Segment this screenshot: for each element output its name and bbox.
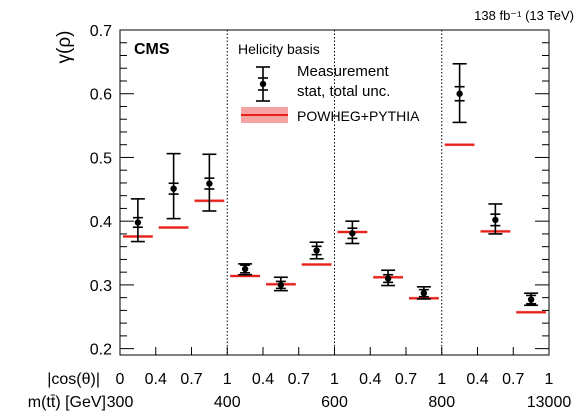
y-tick-label: 0.5	[90, 150, 112, 167]
measurement-point	[238, 263, 253, 276]
measurement-point	[416, 286, 431, 300]
y-tick-label: 0.6	[90, 87, 112, 104]
x-cos-tick-label: 0.7	[502, 371, 524, 388]
lumi-label: 138 fb⁻¹ (13 TeV)	[474, 8, 574, 23]
measurement-point	[345, 220, 360, 245]
measurement-point	[524, 292, 539, 307]
measurement-point	[488, 203, 503, 235]
measurement-marker	[170, 185, 177, 192]
x-axis-label-mass: m(tt̄) [GeV]	[28, 394, 106, 411]
x-cos-tick-label: 1	[223, 371, 232, 388]
x-cos-tick-label: 0.4	[359, 371, 381, 388]
x-cos-tick-label: 0.7	[395, 371, 417, 388]
legend: Helicity basis Measurement stat, total u…	[238, 41, 420, 124]
x-mass-tick-label: 400	[214, 394, 241, 411]
measurement-point	[166, 152, 181, 220]
legend-unc-label: stat, total unc.	[297, 83, 390, 100]
x-cos-tick-label: 0.4	[145, 371, 167, 388]
measurement-points	[130, 62, 539, 307]
x-mass-tick-label: 600	[321, 394, 348, 411]
measurement-point	[202, 153, 217, 212]
measurement-marker	[456, 90, 463, 97]
y-tick-label: 0.7	[90, 23, 112, 40]
measurement-point	[130, 198, 145, 243]
x-cos-tick-label: 0.4	[252, 371, 274, 388]
x-cos-tick-label: 0.4	[466, 371, 488, 388]
measurement-marker	[241, 265, 249, 273]
x-cos-tick-label: 0.7	[288, 371, 310, 388]
measurement-point	[381, 269, 396, 287]
x-cos-tick-label: 0.7	[180, 371, 202, 388]
measurement-marker	[134, 219, 142, 226]
y-tick-label: 0.4	[90, 214, 112, 231]
x-cos-tick-label: 1	[545, 371, 554, 388]
legend-measurement-label: Measurement	[297, 63, 390, 80]
x-mass-tick-label: 13000	[527, 394, 572, 411]
measurement-point	[273, 276, 288, 292]
y-tick-label: 0.3	[90, 278, 112, 295]
x-ticks: 0 0.4 0.7 1 0.4 0.7 1 0.4 0.7 1 0.4 0.7 1 300 400 600 80…	[107, 347, 572, 411]
measurement-marker	[313, 247, 320, 254]
bin-separators	[226, 30, 443, 355]
x-cos-tick-label: 0	[116, 371, 125, 388]
x-mass-tick-label: 800	[428, 394, 455, 411]
y-tick-label: 0.2	[90, 342, 112, 359]
x-cos-tick-label: 1	[437, 371, 446, 388]
measurement-marker	[349, 230, 356, 237]
measurement-marker	[277, 281, 285, 289]
legend-prediction-label: POWHEG+PYTHIA	[297, 108, 420, 124]
x-mass-tick-label: 300	[107, 394, 134, 411]
measurement-marker	[492, 216, 499, 224]
legend-measurement-marker	[256, 66, 270, 102]
measurement-point	[309, 241, 324, 260]
measurement-marker	[206, 180, 213, 187]
cms-label: CMS	[134, 41, 170, 58]
measurement-point	[452, 62, 467, 124]
x-cos-tick-label: 1	[330, 371, 339, 388]
y-axis-label: γ(ρ)	[54, 31, 75, 64]
legend-title: Helicity basis	[238, 41, 320, 57]
y-ticks: 0.2 0.3 0.4 0.5 0.6 0.7	[90, 23, 549, 359]
measurement-marker	[384, 275, 392, 282]
prediction-lines	[123, 143, 546, 314]
measurement-marker	[527, 296, 535, 303]
x-axis-label-cos: |cos(θ)|	[47, 371, 100, 388]
measurement-marker	[420, 289, 428, 297]
